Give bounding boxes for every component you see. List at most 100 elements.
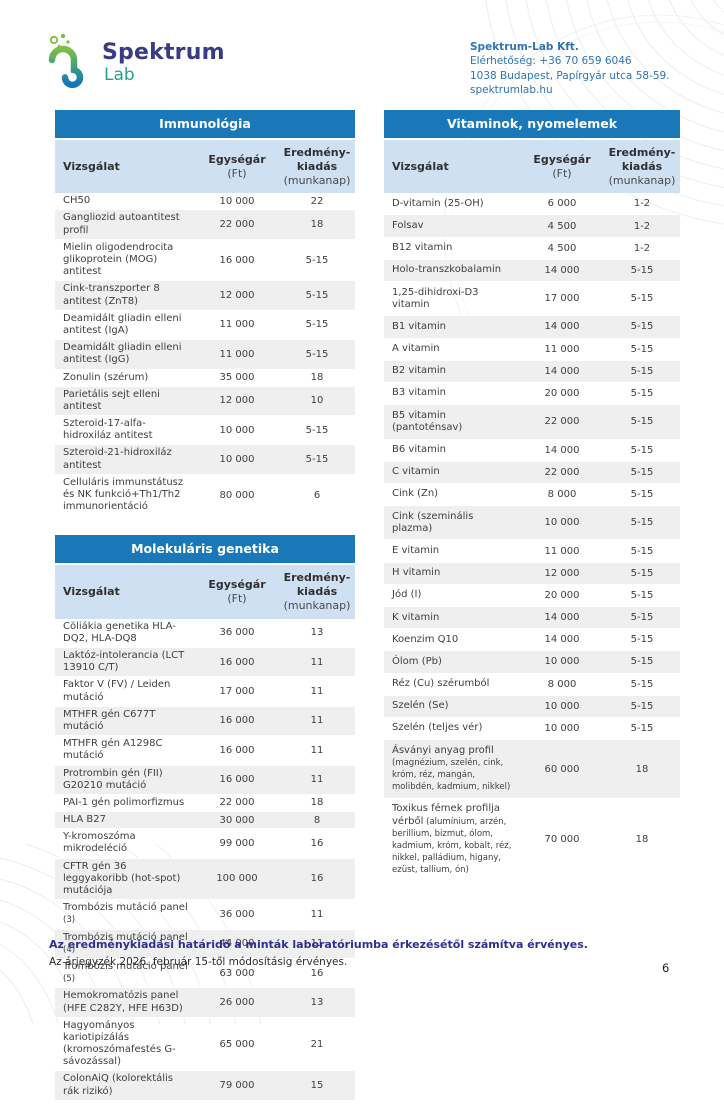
test-name-cell: Zonulin (szérum)	[63, 371, 149, 383]
test-name-cell: Ólom (Pb)	[392, 655, 442, 667]
turnaround-cell: 11	[310, 774, 324, 786]
price-cell: 12 000	[544, 567, 580, 579]
turnaround-cell: 5-15	[630, 388, 654, 400]
test-name-cell: B3 vitamin	[392, 387, 447, 399]
turnaround-cell: 5-15	[630, 545, 654, 557]
turnaround-cell: 1-2	[633, 220, 651, 232]
contact-website-link[interactable]: spektrumlab.hu	[470, 84, 553, 97]
table-row: K vitamin 14 000 5-15	[384, 607, 680, 630]
turnaround-cell: 11	[310, 938, 324, 950]
table-row: CH50 10 000 22	[55, 193, 355, 211]
turnaround-cell: 5-15	[630, 466, 654, 478]
test-name-cell: Cink (Zn)	[392, 488, 439, 500]
table-title: Molekuláris genetika	[55, 535, 355, 564]
price-cell: 10 000	[219, 454, 255, 466]
turnaround-header-unit: (munkanap)	[283, 173, 351, 187]
turnaround-cell: 16	[310, 837, 324, 849]
turnaround-cell: 5-15	[305, 290, 329, 302]
table-row: Trombózis mutáció panel (3) 36 000 11	[55, 900, 355, 930]
turnaround-cell: 5-15	[305, 454, 329, 466]
price-cell: 26 000	[219, 997, 255, 1008]
table-row: C vitamin 22 000 5-15	[384, 461, 680, 484]
price-cell: 10 000	[544, 656, 580, 668]
test-name-detail: (3)	[63, 915, 76, 926]
price-cell: 11 000	[544, 343, 580, 355]
turnaround-cell: 11	[310, 656, 324, 668]
price-cell: 36 000	[219, 627, 255, 639]
test-name-cell: B2 vitamin	[392, 365, 447, 377]
turnaround-cell: 5-15	[305, 348, 329, 360]
test-name-cell: B12 vitamin	[392, 242, 453, 254]
turnaround-cell: 5-15	[630, 723, 654, 735]
price-cell: 79 000	[219, 1080, 255, 1092]
turnaround-header-unit: (munkanap)	[283, 598, 351, 612]
turnaround-cell: 11	[310, 744, 324, 756]
test-name-cell: Toxikus fémek profilja vérből (alumínium…	[392, 803, 512, 876]
turnaround-cell: 22	[310, 195, 324, 207]
table-row: Hagyományos kariotipizálás (kromoszómafe…	[55, 1018, 355, 1072]
column-header-test: Vizsgálat	[63, 159, 120, 173]
test-name-cell: Cink (szeminális plazma)	[392, 510, 474, 534]
deadline-note: Az eredménykiadási határidő a minták lab…	[49, 938, 588, 951]
price-header-unit: (Ft)	[227, 592, 247, 605]
test-name-cell: Koenzim Q10	[392, 633, 459, 645]
turnaround-cell: 5-15	[630, 656, 654, 668]
price-cell: 20 000	[544, 589, 580, 601]
column-header-test: Vizsgálat	[392, 159, 449, 173]
table-title: Immunológia	[55, 110, 355, 138]
table-row: Koenzim Q10 14 000 5-15	[384, 629, 680, 652]
turnaround-cell: 1-2	[633, 198, 651, 210]
price-cell: 12 000	[219, 395, 255, 407]
table-header-row: Vizsgálat Egységár (Ft) Eredmény-kiadás (mun…	[55, 140, 355, 194]
turnaround-cell: 1-2	[633, 242, 651, 254]
table-row: Hemokromatózis panel (HFE C282Y, HFE H63…	[55, 988, 355, 1018]
table-row: A vitamin 11 000 5-15	[384, 339, 680, 361]
price-cell: 14 000	[544, 612, 580, 624]
turnaround-cell: 11	[310, 686, 324, 698]
turnaround-cell: 18	[635, 763, 649, 775]
test-name-cell: Holo-transzkobalamin	[392, 264, 502, 276]
logo-text: Spektrum Lab	[102, 42, 225, 84]
test-name-cell: Deamidált gliadin elleni antitest (IgA)	[63, 312, 182, 336]
turnaround-cell: 18	[310, 219, 324, 231]
table-header-row: Vizsgálat Egységár (Ft) Eredmény-kiadás (mun…	[55, 565, 355, 619]
turnaround-cell: 5-15	[630, 343, 654, 355]
test-name-cell: C vitamin	[392, 466, 440, 478]
turnaround-cell: 5-15	[630, 700, 654, 712]
validity-note: Az árjegyzék 2026. február 15-től módosí…	[49, 955, 348, 968]
price-header-label: Egységár	[533, 152, 591, 166]
test-name-cell: CH50	[63, 195, 91, 207]
spektrum-lab-logo-icon	[48, 33, 84, 89]
turnaround-header-label: kiadás	[621, 159, 663, 173]
table-row: E vitamin 11 000 5-15	[384, 540, 680, 563]
price-cell: 16 000	[219, 744, 255, 756]
test-name-cell: MTHFR gén C677T mutáció	[63, 708, 156, 732]
price-cell: 8 000	[547, 488, 577, 500]
turnaround-cell: 5-15	[630, 488, 654, 500]
table-row: PAI-1 gén polimorfizmus 22 000 18	[55, 795, 355, 813]
price-cell: 17 000	[219, 686, 255, 698]
turnaround-cell: 16	[310, 873, 324, 885]
test-name-detail: (5)	[63, 974, 76, 985]
table-row: Szelén (teljes vér) 10 000 5-15	[384, 718, 680, 741]
test-name-cell: Szteroid-21-hidroxiláz antitest	[63, 447, 172, 471]
test-name-cell: K vitamin	[392, 611, 440, 623]
test-name-cell: H vitamin	[392, 567, 441, 579]
test-name-cell: Faktor V (FV) / Leiden mutáció	[63, 679, 171, 703]
test-name-cell: HLA B27	[63, 814, 106, 826]
test-name-cell: Folsav	[392, 219, 424, 231]
table-row: D-vitamin (25-OH) 6 000 1-2	[384, 193, 680, 216]
test-name-cell: Laktóz-intolerancia (LCT 13910 C/T)	[63, 650, 185, 674]
test-name-cell: Szelén (Se)	[392, 700, 449, 712]
turnaround-cell: 13	[310, 627, 324, 639]
turnaround-cell: 5-15	[630, 444, 654, 456]
price-cell: 10 000	[544, 700, 580, 712]
test-name-cell: B6 vitamin	[392, 444, 447, 455]
test-name-cell: B5 vitamin (pantoténsav)	[392, 409, 463, 433]
turnaround-cell: 6	[313, 489, 321, 501]
turnaround-cell: 16	[310, 967, 324, 979]
column-header-price: Egységár (Ft)	[195, 578, 279, 606]
turnaround-cell: 5-15	[630, 612, 654, 624]
test-name-detail: (magnézium, szelén, cink, króm, réz, man…	[392, 757, 511, 793]
table-row: CFTR gén 36 leggyakoribb (hot-spot) mutá…	[55, 858, 355, 901]
